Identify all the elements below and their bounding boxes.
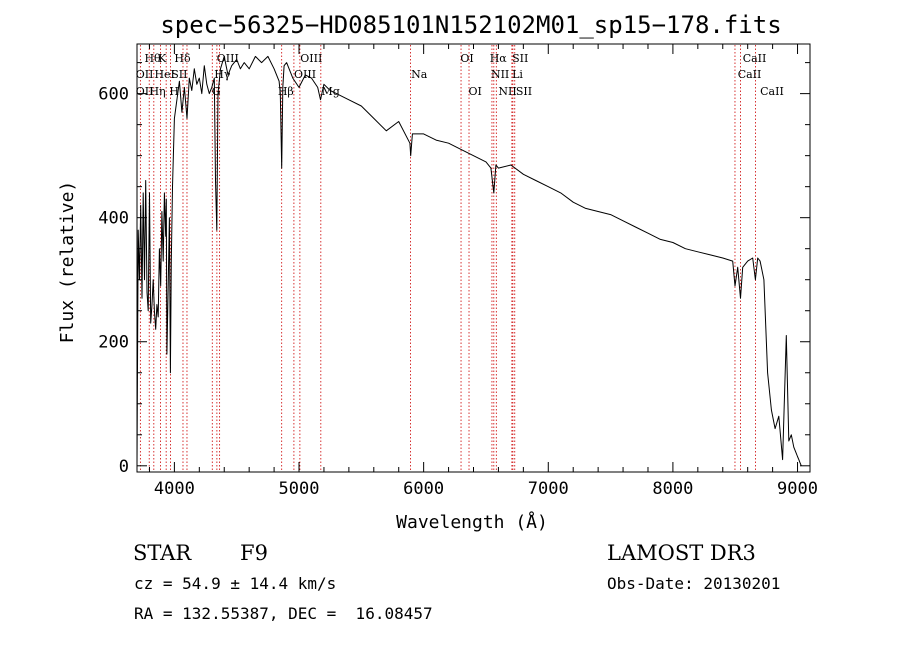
- obs-date-text: Obs-Date: 20130201: [607, 574, 780, 593]
- line-label-5: OI: [460, 52, 473, 65]
- line-label-22: Hβ: [278, 85, 294, 98]
- line-label-0: Hθ: [144, 52, 161, 65]
- y-tick-label-1: 200: [98, 333, 129, 353]
- x-tick-label-0: 4000: [154, 479, 195, 499]
- object-class: STAR: [133, 541, 192, 565]
- line-label-20: H: [169, 85, 179, 98]
- line-label-12: Hγ: [214, 68, 231, 81]
- x-tick-label-4: 8000: [652, 479, 693, 499]
- line-label-23: Mg: [321, 85, 339, 98]
- line-label-27: CaII: [760, 85, 784, 98]
- coordinates-text: RA = 132.55387, DEC = 16.08457: [134, 604, 433, 623]
- line-label-21: G: [212, 85, 221, 98]
- x-tick-label-3: 7000: [528, 479, 569, 499]
- line-label-3: OIII: [217, 52, 239, 65]
- line-label-10: HeI: [154, 68, 174, 81]
- line-label-13: OIII: [294, 68, 316, 81]
- survey-name: LAMOST DR3: [607, 541, 756, 565]
- line-label-1: K: [158, 52, 167, 65]
- line-label-24: OI: [469, 85, 482, 98]
- axis-ticks: 4000 5000 6000 7000 8000 9000 0 200 400 600: [98, 44, 818, 499]
- line-label-26: SII: [516, 85, 532, 98]
- line-label-15: NII: [491, 68, 509, 81]
- y-tick-label-2: 400: [98, 209, 129, 229]
- object-subclass: F9: [240, 541, 268, 565]
- line-label-6: Hα: [490, 52, 508, 65]
- series-line-0: [136, 55, 802, 466]
- velocity-text: cz = 54.9 ± 14.4 km/s: [134, 574, 336, 593]
- x-tick-label-5: 9000: [777, 479, 818, 499]
- y-tick-label-0: 0: [119, 457, 129, 477]
- line-label-11: SII: [171, 68, 187, 81]
- line-label-9: OII: [136, 68, 154, 81]
- line-label-19: Hη: [149, 85, 165, 98]
- line-label-7: SII: [512, 52, 528, 65]
- x-tick-label-1: 5000: [279, 479, 320, 499]
- line-label-17: CaII: [738, 68, 762, 81]
- plot-frame: [136, 43, 811, 473]
- line-label-25: NII: [498, 85, 516, 98]
- line-label-2: Hδ: [174, 52, 191, 65]
- line-markers: [139, 45, 756, 472]
- series-layer: [136, 55, 802, 466]
- line-label-16: Li: [512, 68, 523, 81]
- line-label-8: CaII: [743, 52, 767, 65]
- y-axis-label: Flux (relative): [57, 181, 78, 344]
- line-label-4: OIII: [300, 52, 322, 65]
- x-axis-label: Wavelength (Å): [396, 511, 548, 533]
- chart-title: spec−56325−HD085101N152102M01_sp15−178.f…: [160, 11, 781, 39]
- line-label-18: OII: [136, 85, 154, 98]
- line-label-14: Na: [411, 68, 428, 81]
- x-tick-label-2: 6000: [403, 479, 444, 499]
- y-tick-label-3: 600: [98, 85, 129, 105]
